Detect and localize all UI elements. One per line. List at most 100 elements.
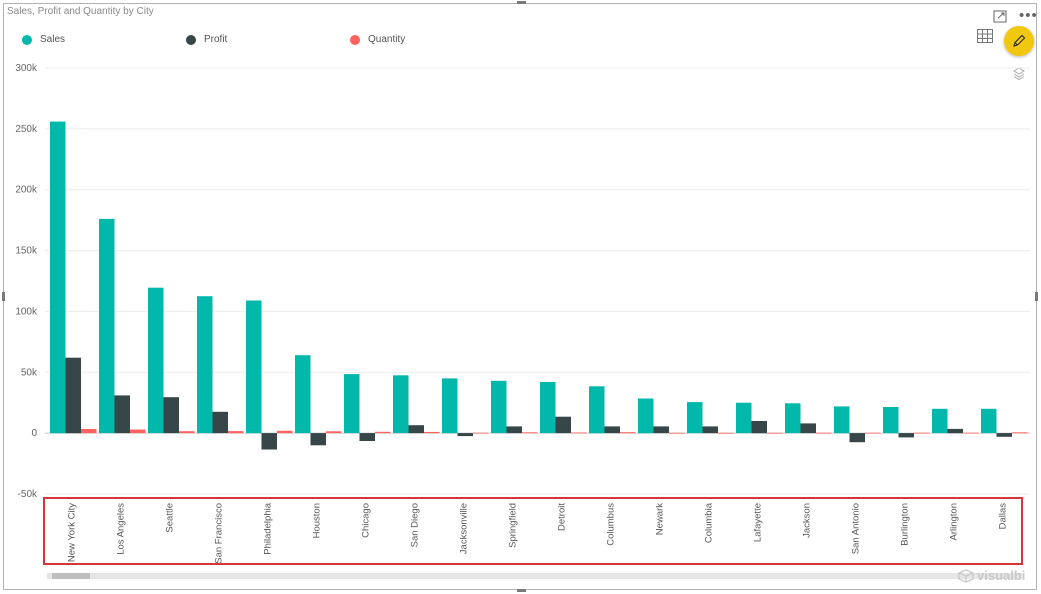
edit-button[interactable] [1004,26,1034,56]
focus-mode-icon[interactable] [993,10,1007,25]
resize-handle-left[interactable] [2,292,5,301]
scrollbar-thumb[interactable] [52,573,90,579]
resize-handle-top[interactable] [517,1,526,4]
bar-sales[interactable] [197,296,213,434]
x-tick-label: Columbus [606,503,617,546]
y-tick-label: 200k [15,185,38,196]
y-tick-label: 250k [15,124,38,135]
bar-quantity[interactable] [228,431,244,434]
bar-sales[interactable] [295,355,311,434]
cube-icon [958,568,974,583]
legend-dot-sales [22,34,32,45]
bar-profit[interactable] [65,357,82,434]
bar-sales[interactable] [344,374,360,434]
y-tick-label: 150k [15,246,38,257]
legend-label-sales: Sales [40,34,66,45]
bar-quantity[interactable] [865,432,881,434]
bar-quantity[interactable] [179,431,195,434]
bar-sales[interactable] [736,402,752,434]
bar-profit[interactable] [751,421,768,434]
x-tick-label: Los Angeles [116,503,127,555]
bar-sales[interactable] [540,382,556,434]
x-tick-label: Jackson [802,503,813,538]
x-tick-label: Detroit [557,503,568,531]
bar-profit[interactable] [996,433,1013,437]
bar-quantity[interactable] [277,430,293,434]
bar-quantity[interactable] [424,431,440,434]
y-tick-label: 100k [15,306,38,317]
y-tick-label: 50k [21,367,38,378]
bar-quantity[interactable] [718,432,734,434]
bar-sales[interactable] [246,300,262,434]
bar-profit[interactable] [457,433,474,437]
legend-label-quantity: Quantity [368,34,406,45]
bar-sales[interactable] [393,375,409,434]
resize-handle-bottom[interactable] [517,589,526,592]
bar-sales[interactable] [491,380,507,434]
bar-quantity[interactable] [620,432,636,434]
bar-profit[interactable] [849,433,866,443]
bar-quantity[interactable] [571,432,587,434]
legend-item-sales[interactable]: Sales [22,34,65,45]
bar-profit[interactable] [506,426,523,434]
bar-sales[interactable] [442,378,458,434]
bar-quantity[interactable] [81,429,97,434]
bar-profit[interactable] [947,428,964,434]
bar-profit[interactable] [653,426,670,434]
bar-sales[interactable] [99,218,115,434]
bar-sales[interactable] [589,386,605,434]
x-tick-label: Springfield [508,503,519,548]
legend-dot-quantity [350,34,360,45]
bar-profit[interactable] [114,395,131,434]
bar-quantity[interactable] [963,432,979,434]
x-tick-label: Jacksonville [459,503,470,554]
bar-quantity[interactable] [816,432,832,434]
chart-title: Sales, Profit and Quantity by City [7,6,154,17]
bar-sales[interactable] [981,408,997,434]
bar-sales[interactable] [687,402,703,434]
y-tick-label: -50k [18,489,38,500]
bar-sales[interactable] [50,121,66,434]
x-tick-label: Philadelphia [263,502,274,554]
stack-icon [1012,66,1026,82]
bar-profit[interactable] [604,426,621,434]
bar-profit[interactable] [261,433,278,450]
bar-quantity[interactable] [473,432,489,434]
bar-sales[interactable] [148,287,164,434]
legend-item-quantity[interactable]: Quantity [350,34,405,45]
x-tick-label: Chicago [361,503,372,538]
horizontal-scrollbar[interactable] [47,573,1022,579]
bar-profit[interactable] [800,423,817,434]
bar-profit[interactable] [163,397,180,434]
bar-quantity[interactable] [914,432,930,434]
bar-quantity[interactable] [326,431,342,434]
bar-profit[interactable] [898,433,915,438]
bar-quantity[interactable] [767,432,783,434]
bar-profit[interactable] [555,416,572,434]
more-options-icon[interactable]: ••• [1019,7,1038,24]
bar-profit[interactable] [408,425,425,434]
bar-sales[interactable] [638,398,654,434]
x-tick-label: Seattle [165,503,176,533]
bar-profit[interactable] [702,426,719,434]
legend-item-profit[interactable]: Profit [186,34,227,45]
resize-handle-right[interactable] [1035,292,1038,301]
bar-sales[interactable] [883,407,899,434]
bar-sales[interactable] [785,403,801,434]
bar-quantity[interactable] [375,431,391,434]
bar-quantity[interactable] [669,432,685,434]
bar-sales[interactable] [834,406,850,434]
x-tick-label: San Francisco [214,503,225,564]
table-icon[interactable] [977,29,993,45]
x-tick-label: Lafayette [753,503,764,542]
bar-quantity[interactable] [1012,432,1028,434]
bar-quantity[interactable] [130,429,146,434]
y-tick-label: 300k [15,63,38,74]
bar-sales[interactable] [932,408,948,434]
bar-profit[interactable] [212,411,229,434]
bar-profit[interactable] [310,433,327,446]
bar-quantity[interactable] [522,432,538,434]
visualbi-logo: visualbi [958,568,1025,583]
bar-profit[interactable] [359,433,376,441]
